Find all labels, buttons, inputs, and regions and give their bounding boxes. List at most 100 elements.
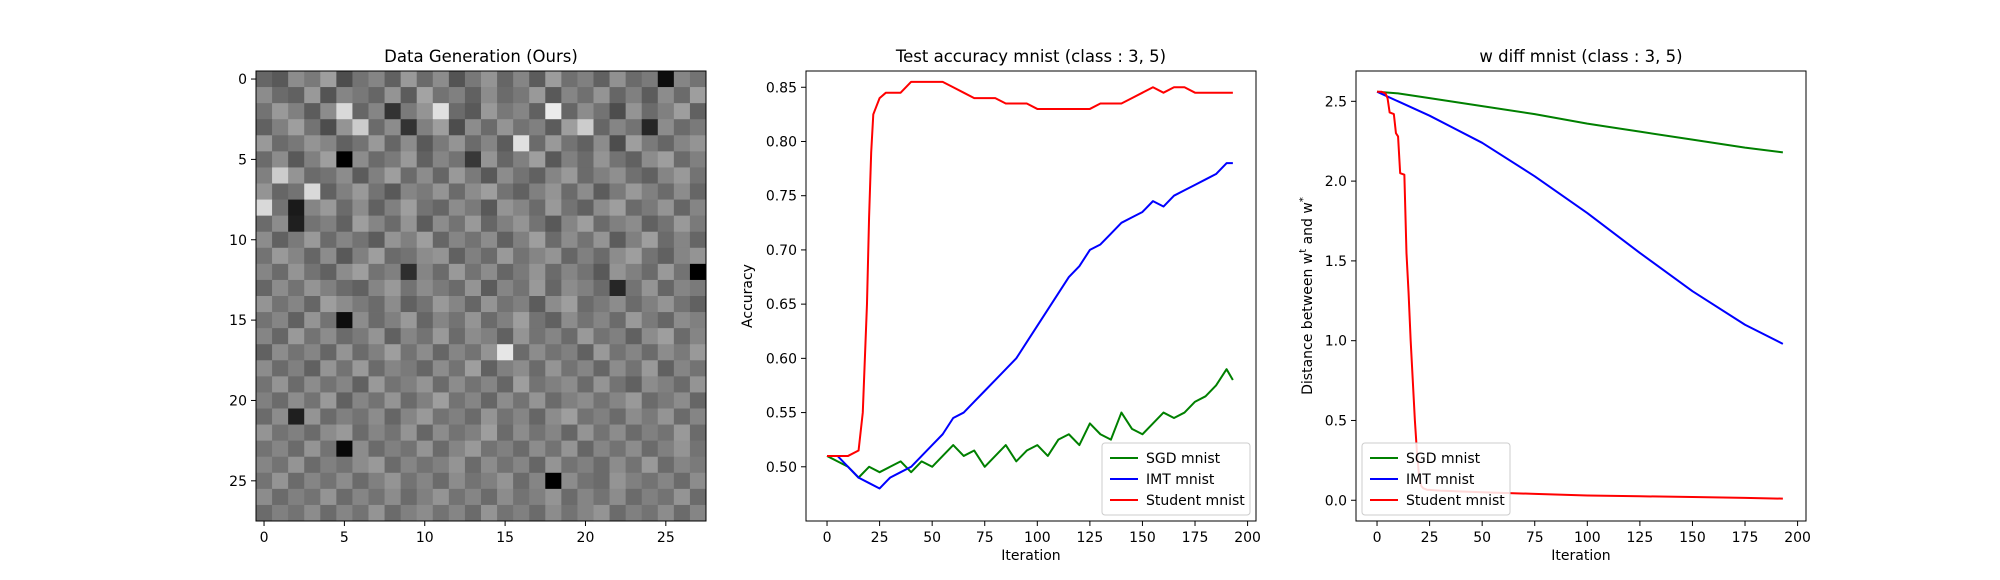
heatmap-cell <box>256 167 273 184</box>
heatmap-cell <box>689 376 707 393</box>
heatmap-cell <box>288 392 305 409</box>
heatmap-cell <box>609 456 627 474</box>
heatmap-cell <box>497 424 514 442</box>
heatmap-cell <box>448 376 466 393</box>
heatmap-cell <box>529 504 546 522</box>
heatmap-cell <box>625 103 643 120</box>
heatmap-cell <box>609 328 627 345</box>
heatmap-cell <box>657 215 675 233</box>
heatmap-cell <box>256 183 273 200</box>
heatmap-cell <box>561 279 578 297</box>
heatmap-cell <box>352 215 369 233</box>
heatmap-cell <box>481 263 498 281</box>
heatmap-cell <box>497 199 514 217</box>
heatmap-cell <box>481 440 498 458</box>
heatmap-cell <box>577 71 594 88</box>
heatmap-cell <box>497 231 514 249</box>
heatmap-cell <box>400 263 418 281</box>
heatmap-cell <box>416 87 434 104</box>
heatmap-cell <box>593 360 610 377</box>
heatmap-cell <box>288 440 305 458</box>
heatmap-cell <box>593 199 610 217</box>
heatmap-cell <box>288 247 305 265</box>
heatmap-cell <box>689 231 707 249</box>
heatmap-cell <box>625 167 643 184</box>
wdiff-title: w diff mnist (class : 3, 5) <box>1479 47 1682 66</box>
heatmap-cell <box>481 103 498 120</box>
heatmap-cell <box>272 472 289 490</box>
heatmap-cell <box>336 231 353 249</box>
xtick-label: 0 <box>1373 530 1382 546</box>
heatmap-xtick-label: 25 <box>657 530 675 546</box>
heatmap-cell <box>577 504 594 522</box>
heatmap-cell <box>561 135 578 152</box>
heatmap-cell <box>545 199 562 217</box>
heatmap-cell <box>513 247 530 265</box>
heatmap-cell <box>481 135 498 152</box>
heatmap-cell <box>593 376 610 393</box>
heatmap-cell <box>320 167 337 184</box>
heatmap-cell <box>256 376 273 393</box>
ytick-label: 0.5 <box>1325 413 1347 429</box>
heatmap-cell <box>320 151 337 168</box>
heatmap-cell <box>497 392 514 409</box>
heatmap-cell <box>304 424 321 442</box>
heatmap-cell <box>593 231 610 249</box>
heatmap-cell <box>673 424 691 442</box>
heatmap-cell <box>561 472 578 490</box>
heatmap-cell <box>288 488 305 506</box>
heatmap-cell <box>304 71 321 88</box>
heatmap-cell <box>625 199 643 217</box>
ytick-label: 0.80 <box>766 134 797 150</box>
heatmap-cell <box>336 135 353 152</box>
heatmap-cell <box>657 328 675 345</box>
heatmap-cell <box>384 71 402 88</box>
heatmap-cell <box>689 151 707 168</box>
heatmap-cell <box>577 119 594 136</box>
heatmap-cell <box>609 199 627 217</box>
heatmap-cell <box>352 247 369 265</box>
heatmap-cell <box>336 360 353 377</box>
heatmap-cell <box>529 312 546 329</box>
accuracy-title: Test accuracy mnist (class : 3, 5) <box>895 47 1166 66</box>
heatmap-cell <box>384 376 402 393</box>
heatmap-cell <box>577 151 594 168</box>
heatmap-cell <box>513 440 530 458</box>
heatmap-cell <box>593 263 610 281</box>
heatmap-cell <box>609 263 627 281</box>
heatmap-cell <box>304 87 321 104</box>
xtick-label: 150 <box>1679 530 1706 546</box>
heatmap-cell <box>448 440 466 458</box>
heatmap-cell <box>497 279 514 297</box>
heatmap-cell <box>368 103 385 120</box>
heatmap-cell <box>481 376 498 393</box>
heatmap-cell <box>336 376 353 393</box>
heatmap-cell <box>673 71 691 88</box>
heatmap-cell <box>416 199 434 217</box>
heatmap-cell <box>561 456 578 474</box>
ytick-label: 1.5 <box>1325 254 1347 270</box>
heatmap-cell <box>256 344 273 361</box>
heatmap-cell <box>689 167 707 184</box>
heatmap-cell <box>288 119 305 136</box>
heatmap-cell <box>368 263 385 281</box>
heatmap-cell <box>609 424 627 442</box>
heatmap-cell <box>513 199 530 217</box>
heatmap-cell <box>464 247 482 265</box>
heatmap-cell <box>609 440 627 458</box>
heatmap-cell <box>288 408 305 425</box>
heatmap-cell <box>545 103 562 120</box>
heatmap-cell <box>416 328 434 345</box>
heatmap-cell <box>368 488 385 506</box>
heatmap-cell <box>577 263 594 281</box>
heatmap-cell <box>288 87 305 104</box>
heatmap-cell <box>272 504 289 522</box>
heatmap-cell <box>673 456 691 474</box>
heatmap-cell <box>448 231 466 249</box>
heatmap-cell <box>352 360 369 377</box>
heatmap-cell <box>529 247 546 265</box>
heatmap-cell <box>561 231 578 249</box>
heatmap-cell <box>609 472 627 490</box>
heatmap-cell <box>352 376 369 393</box>
heatmap-cell <box>497 247 514 265</box>
